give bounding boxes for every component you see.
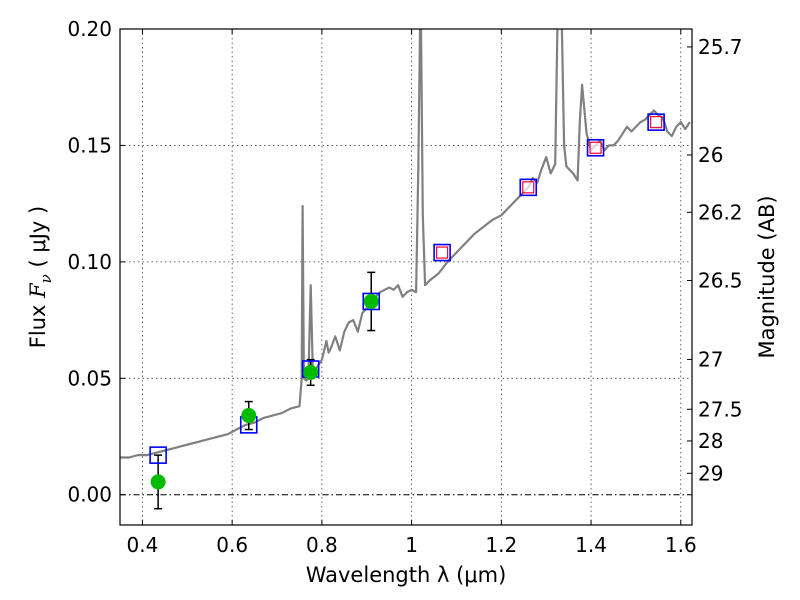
x-tick-label: 1.6 — [665, 533, 697, 557]
y-axis-title-symbol: F — [26, 282, 50, 299]
model-photometry-square — [519, 178, 538, 197]
red-square-marker — [650, 116, 663, 129]
red-square-marker — [522, 181, 535, 194]
x-tick-label: 1.2 — [485, 533, 517, 557]
y-axis-title-suffix: ( μJy ) — [26, 206, 50, 274]
right-tick-label: 29 — [698, 461, 723, 485]
plot-background — [120, 29, 692, 525]
ticks-layer — [120, 28, 692, 525]
y-tick-label: 0.00 — [67, 483, 112, 507]
x-tick-label: 0.4 — [127, 533, 159, 557]
observed-point — [363, 293, 379, 309]
right-tick-label: 26 — [698, 143, 723, 167]
model-photometry-square — [586, 138, 605, 157]
series-layer — [120, 29, 691, 510]
y-axis-title-left: Flux Fν ( μJy ) — [26, 206, 55, 348]
x-tick-label: 0.8 — [306, 533, 338, 557]
model-spectrum-line — [120, 29, 691, 459]
right-tick-label: 27.5 — [698, 397, 743, 421]
model-photometry-square — [149, 446, 167, 464]
right-tick-label: 28 — [698, 429, 723, 453]
red-square-marker — [589, 141, 602, 154]
right-tick-label: 26.2 — [698, 200, 743, 224]
x-tick-label: 0.6 — [216, 533, 248, 557]
x-axis-title: Wavelength λ (μm) — [306, 563, 507, 587]
y-axis-title-prefix: Flux — [26, 298, 50, 348]
right-tick-label: 27 — [698, 347, 723, 371]
right-tick-label: 25.7 — [698, 35, 743, 59]
model-photometry-square — [433, 243, 451, 262]
plot-frame — [119, 28, 693, 526]
y-tick-label: 0.05 — [67, 366, 112, 390]
y-tick-label: 0.15 — [67, 133, 112, 157]
observed-point — [303, 364, 319, 380]
model-photometry-square — [647, 113, 665, 131]
red-square-marker — [436, 246, 449, 259]
y-tick-label: 0.20 — [67, 17, 112, 41]
labels-layer: 0.4 0.6 0.8 1 1.2 1.4 1.6 0.00 0.05 0.10 0.15 0.20 2… — [67, 17, 742, 557]
model-photometry-square — [362, 292, 381, 311]
y-tick-label: 0.10 — [67, 250, 112, 274]
x-tick-label: 1.4 — [575, 533, 607, 557]
y-axis-title-right: Magnitude (AB) — [755, 195, 779, 358]
observed-point — [241, 408, 257, 424]
x-tick-label: 1 — [405, 533, 418, 557]
y-axis-title-subscript: ν — [37, 274, 55, 283]
right-tick-label: 26.5 — [698, 268, 743, 292]
observed-point — [150, 474, 166, 490]
